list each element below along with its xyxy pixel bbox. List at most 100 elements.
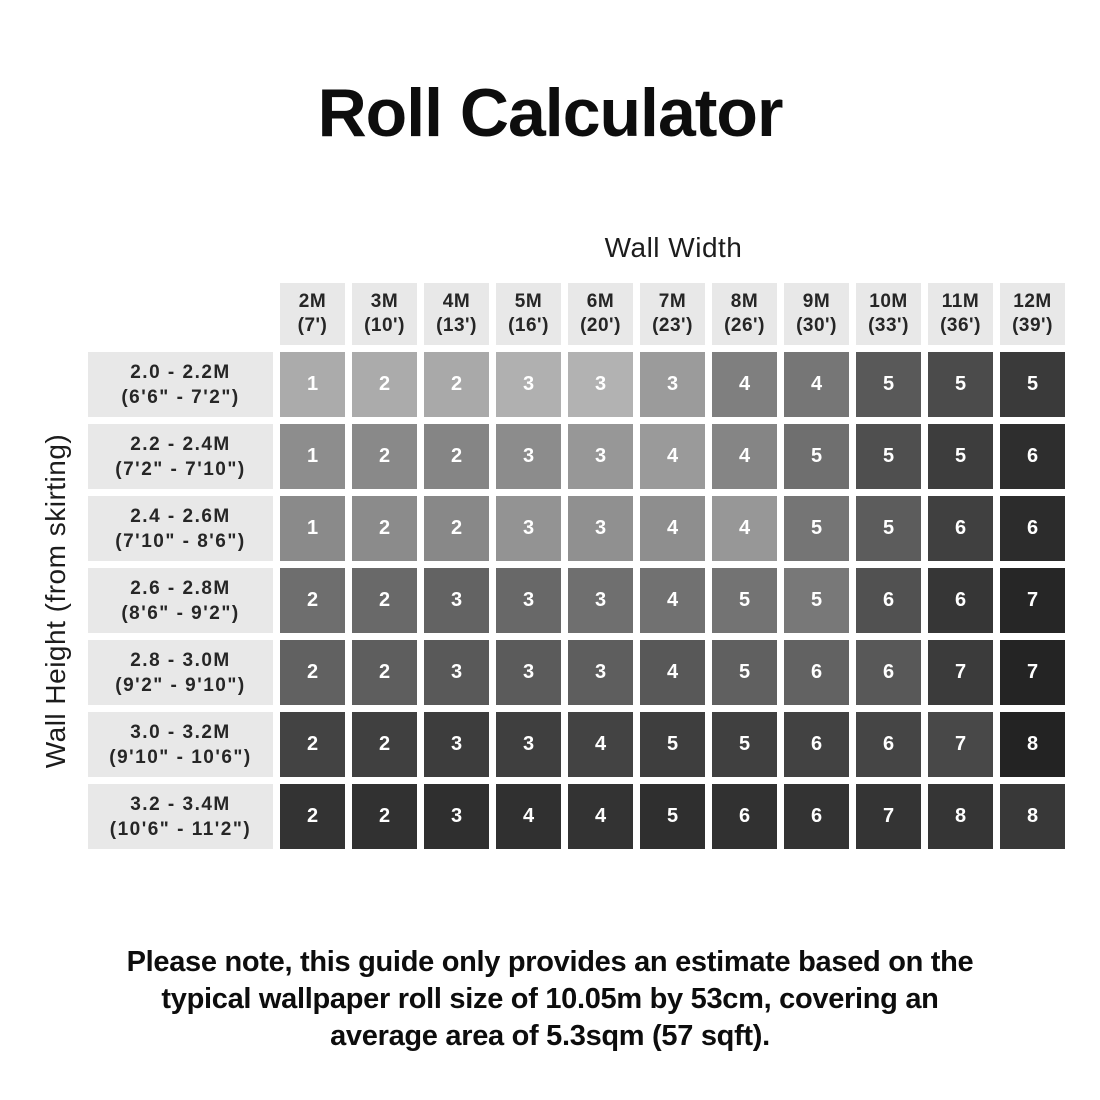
grid-cell: 2 [424,496,489,561]
grid-cell: 8 [1000,784,1065,849]
grid-cell: 7 [1000,568,1065,633]
grid-cell: 4 [568,784,633,849]
row-header-text: 2.0 - 2.2M [130,361,231,383]
row-header-text: (9'2" - 9'10") [115,674,246,696]
grid-cell: 3 [496,640,561,705]
grid-cell: 5 [856,352,921,417]
grid-cell: 6 [928,568,993,633]
row-header-text: (10'6" - 11'2") [109,818,252,840]
roll-table: 2M (7') 3M (10') 4M (13') 5M (16') 6M (20') 7M (23'… [88,283,1065,849]
grid-cell: 5 [784,424,849,489]
grid-cell: 3 [496,568,561,633]
grid-cell: 3 [496,496,561,561]
grid-cell: 2 [352,712,417,777]
grid-cell: 3 [568,352,633,417]
grid-cell: 3 [496,424,561,489]
grid-cell: 7 [856,784,921,849]
column-header-text: (39') [1012,315,1053,336]
grid-cell: 7 [928,640,993,705]
grid-cell: 2 [280,640,345,705]
grid-cell: 1 [280,424,345,489]
grid-cell: 4 [640,568,705,633]
column-header: 4M (13') [424,283,489,345]
grid-cell: 2 [280,784,345,849]
column-header: 12M (39') [1000,283,1065,345]
column-header: 2M (7') [280,283,345,345]
grid-cell: 6 [928,496,993,561]
page-title: Roll Calculator [317,75,784,151]
row-header-text: 3.2 - 3.4M [130,793,231,815]
column-header-text: (33') [868,315,909,336]
grid-cell: 2 [352,424,417,489]
column-header-text: 10M [869,291,908,312]
footnote-line: typical wallpaper roll size of 10.05m by… [161,983,939,1015]
grid-cell: 5 [1000,352,1065,417]
grid-cell: 7 [928,712,993,777]
row-header-text: 2.4 - 2.6M [130,505,231,527]
grid-cell: 2 [352,640,417,705]
grid-cell: 6 [784,640,849,705]
column-header-text: (16') [508,315,549,336]
grid-cell: 6 [1000,424,1065,489]
row-header-text: (7'2" - 7'10") [115,458,246,480]
grid-cell: 2 [352,352,417,417]
grid-cell: 3 [568,496,633,561]
row-header-text: (6'6" - 7'2") [121,386,240,408]
grid-cell: 3 [568,640,633,705]
grid-cell: 6 [712,784,777,849]
grid-cell: 3 [424,640,489,705]
grid-cell: 3 [424,784,489,849]
column-header-text: 2M [298,291,327,312]
grid-cell: 6 [856,568,921,633]
grid-cell: 6 [784,712,849,777]
column-header: 7M (23') [640,283,705,345]
grid-cell: 5 [784,568,849,633]
column-header-text: (36') [940,315,981,336]
column-header: 9M (30') [784,283,849,345]
grid-cell: 6 [856,640,921,705]
column-header: 8M (26') [712,283,777,345]
column-header-text: (10') [364,315,405,336]
grid-cell: 2 [424,424,489,489]
grid-cell: 3 [640,352,705,417]
grid-cell: 5 [856,496,921,561]
column-header-text: 5M [514,291,543,312]
row-header: 2.4 - 2.6M (7'10" - 8'6") [88,496,273,561]
grid-cell: 2 [352,784,417,849]
grid-cell: 3 [496,712,561,777]
grid-cell: 3 [568,568,633,633]
column-header-text: (26') [724,315,765,336]
column-header-text: 8M [730,291,759,312]
column-header-text: 12M [1013,291,1052,312]
wall-height-axis-label: Wall Height (from skirting) [40,433,71,769]
grid-cell: 5 [784,496,849,561]
grid-cell: 7 [1000,640,1065,705]
grid-cell: 4 [712,424,777,489]
grid-cell: 2 [352,568,417,633]
grid-cell: 5 [712,568,777,633]
table-corner-spacer [88,283,273,345]
grid-cell: 4 [712,496,777,561]
column-header-text: 7M [658,291,687,312]
row-header: 2.6 - 2.8M (8'6" - 9'2") [88,568,273,633]
grid-cell: 4 [640,424,705,489]
grid-cell: 5 [712,640,777,705]
grid-cell: 5 [928,424,993,489]
column-header-text: (20') [580,315,621,336]
footnote-line: Please note, this guide only provides an… [126,946,974,978]
grid-cell: 4 [712,352,777,417]
column-header: 11M (36') [928,283,993,345]
row-header-text: 2.2 - 2.4M [130,433,231,455]
grid-cell: 6 [856,712,921,777]
row-header: 2.8 - 3.0M (9'2" - 9'10") [88,640,273,705]
row-header-text: (7'10" - 8'6") [115,530,246,552]
grid-cell: 2 [424,352,489,417]
grid-cell: 3 [424,712,489,777]
grid-cell: 8 [928,784,993,849]
grid-cell: 4 [568,712,633,777]
grid-cell: 2 [280,568,345,633]
column-header-text: 9M [802,291,831,312]
row-header: 3.0 - 3.2M (9'10" - 10'6") [88,712,273,777]
row-header-text: (9'10" - 10'6") [109,746,252,768]
column-header: 6M (20') [568,283,633,345]
